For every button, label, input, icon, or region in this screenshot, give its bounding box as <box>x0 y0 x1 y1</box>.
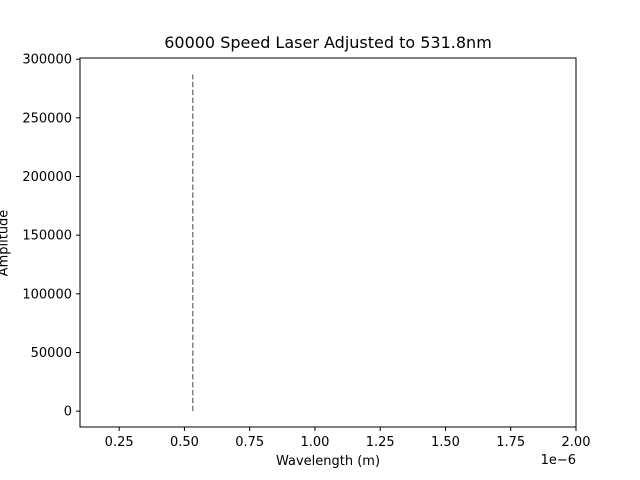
x-tick-label: 2.00 <box>562 435 591 450</box>
y-tick-label: 300000 <box>22 53 72 68</box>
x-tick-label: 0.50 <box>170 435 199 450</box>
y-tick-label: 0 <box>64 405 72 420</box>
y-tick-label: 250000 <box>22 111 72 126</box>
x-tick-label: 1.25 <box>366 435 395 450</box>
x-axis-label: Wavelength (m) <box>275 454 381 469</box>
y-axis-ticks: 0 50000 100000 150000 200000 250000 300000 <box>22 53 80 420</box>
y-tick-label: 100000 <box>22 287 72 302</box>
y-tick-label: 200000 <box>22 170 72 185</box>
plot-frame <box>79 57 577 428</box>
plot-area <box>80 58 576 427</box>
x-tick-label: 1.00 <box>300 435 329 450</box>
x-tick-label: 0.75 <box>235 435 264 450</box>
x-axis-ticks: 0.25 0.50 0.75 1.00 1.25 1.50 1.75 2.00 <box>105 427 591 450</box>
y-tick-label: 150000 <box>22 229 72 244</box>
x-tick-label: 1.75 <box>496 435 525 450</box>
y-axis-label: Amplitude <box>0 209 12 277</box>
chart-title: 60000 Speed Laser Adjusted to 531.8nm <box>164 33 492 52</box>
x-tick-label: 0.25 <box>105 435 134 450</box>
y-tick-label: 50000 <box>31 346 72 361</box>
x-tick-label: 1.50 <box>431 435 460 450</box>
x-axis-offset-label: 1e−6 <box>540 453 576 468</box>
